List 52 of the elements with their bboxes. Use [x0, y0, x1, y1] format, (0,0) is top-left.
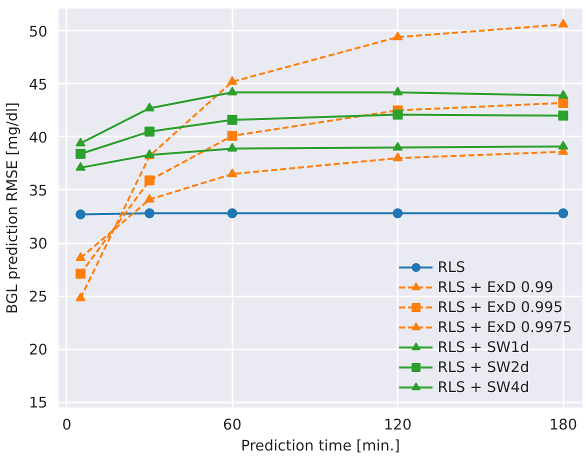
point: [76, 138, 86, 146]
point: [392, 86, 403, 96]
point: [227, 114, 238, 125]
point: [392, 152, 403, 162]
legend-label: RLS + ExD 0.99: [438, 278, 554, 296]
y-tick-label: 45: [28, 76, 48, 94]
point: [558, 18, 568, 28]
point: [227, 168, 238, 178]
y-tick-label: 30: [28, 236, 48, 253]
point: [76, 268, 86, 279]
legend-label: RLS: [438, 258, 466, 276]
legend-label: RLS + SW4d: [438, 378, 530, 396]
x-axis-title: Prediction time [min.]: [241, 438, 400, 454]
point: [558, 110, 568, 121]
x-tick-label: 60: [222, 416, 242, 434]
y-tick-label: 50: [28, 23, 48, 40]
legend-label: RLS + ExD 0.995: [438, 298, 563, 316]
y-tick-label: 40: [28, 129, 48, 146]
x-tick-label: 120: [384, 416, 412, 434]
y-tick-label: 25: [28, 288, 48, 306]
point: [558, 98, 568, 108]
point: [76, 148, 86, 159]
point: [392, 208, 403, 218]
point: [144, 175, 155, 186]
point: [76, 252, 86, 261]
legend-label: RLS + ExD 0.9975: [438, 318, 572, 336]
y-tick-label: 20: [28, 342, 48, 359]
point: [76, 162, 86, 171]
legend-label: RLS + SW1d: [438, 338, 530, 356]
point: [144, 208, 155, 218]
point: [558, 208, 568, 218]
point: [144, 102, 155, 112]
point: [392, 142, 403, 151]
point: [227, 86, 238, 96]
point: [392, 31, 403, 40]
y-tick-label: 35: [28, 182, 48, 200]
point: [144, 194, 155, 203]
point: [227, 208, 238, 218]
point: [76, 292, 86, 302]
point: [76, 209, 86, 220]
point: [558, 90, 568, 99]
point: [144, 126, 155, 137]
point: [392, 110, 403, 120]
y-tick-label: 15: [28, 394, 48, 412]
x-tick-label: 180: [549, 416, 578, 434]
y-axis-title: BGL prediction RMSE [mg/dl]: [4, 102, 21, 314]
point: [227, 76, 238, 85]
point: [227, 142, 238, 152]
point: [227, 130, 238, 141]
x-tick-label: 0: [62, 416, 72, 434]
legend-label: RLS + SW2d: [438, 358, 530, 376]
point: [558, 140, 568, 150]
